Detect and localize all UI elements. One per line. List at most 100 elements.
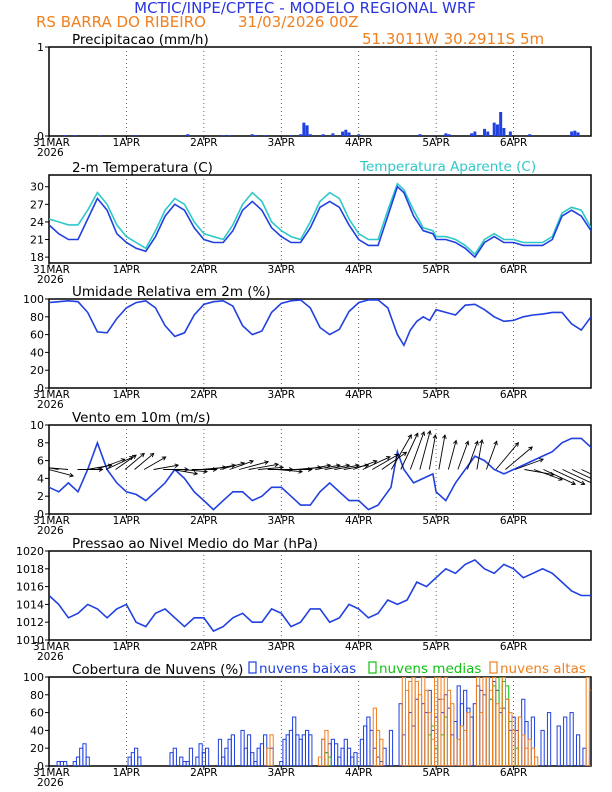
wind-vector	[390, 434, 412, 470]
x-tick-label: 4APR	[345, 641, 373, 653]
cloud-bar	[353, 752, 358, 766]
cloud-bar	[511, 729, 516, 766]
wind-vector	[457, 441, 469, 470]
x-tick-label: 2APR	[190, 515, 218, 527]
wind-vector	[258, 466, 284, 470]
cloud-bar	[534, 756, 539, 766]
wind-vector	[305, 464, 331, 470]
plot-area	[49, 299, 591, 348]
wind-arrowhead	[132, 454, 137, 459]
precip-bar	[492, 122, 496, 136]
panel-1: 31MAR 1APR 2APR 3APR 4APR 5APR 6APR 2026 0 1 Preci…	[33, 32, 592, 159]
precip-bar	[99, 135, 103, 136]
cloud-bar	[246, 734, 252, 766]
precip-bar	[486, 131, 490, 136]
series-line	[49, 437, 591, 511]
x-year-label: 2026	[37, 651, 64, 663]
wind-vector	[143, 456, 166, 470]
panel-frame	[48, 424, 592, 515]
x-tick-label: 6APR	[500, 137, 528, 149]
series-line	[49, 185, 591, 259]
y-tick-label: 6	[37, 455, 44, 468]
x-tick-label: 3APR	[268, 641, 296, 653]
plot-area	[56, 677, 591, 766]
legend-label: nuvens medias	[379, 661, 481, 677]
wind-vector	[182, 469, 208, 473]
wind-arrowhead	[149, 452, 155, 458]
x-tick-label: 31MAR	[33, 264, 70, 276]
wind-vector	[571, 469, 591, 479]
wind-vector	[562, 469, 591, 484]
precip-bar	[573, 130, 577, 136]
y-tick-label: 1020	[16, 545, 44, 558]
legend-swatch	[489, 661, 498, 674]
cloud-bar	[450, 703, 455, 766]
cloud-bar	[269, 734, 274, 766]
precip-bar	[470, 133, 474, 136]
cloud-bar	[217, 738, 223, 766]
precip-bar	[473, 131, 477, 136]
cloud-bar	[172, 747, 177, 766]
y-tick-label: 1016	[16, 581, 44, 594]
x-tick-label: 6APR	[500, 389, 528, 401]
wind-vector	[552, 469, 585, 485]
precip-bar	[495, 124, 499, 136]
precip-bar	[134, 135, 138, 136]
wind-vector	[581, 469, 591, 475]
x-tick-label: 2APR	[190, 264, 218, 276]
x-tick-label: 2APR	[190, 137, 218, 149]
x-tick-label: 3APR	[268, 767, 296, 779]
wind-arrowhead	[595, 483, 599, 486]
precip-bar	[308, 134, 312, 136]
y-tick-label: 40	[30, 346, 44, 359]
panel-frame	[48, 550, 592, 641]
series-line	[49, 558, 591, 633]
wind-arrowhead	[298, 469, 304, 474]
wind-vector	[324, 464, 350, 470]
x-tick-label: 1APR	[113, 264, 141, 276]
cloud-bar	[569, 712, 574, 766]
wind-arrowhead	[249, 459, 255, 465]
cloud-bar	[546, 712, 552, 766]
wind-vector	[476, 439, 483, 470]
panel-title: 2-m Temperatura (C)	[72, 160, 213, 176]
cloud-bar	[466, 712, 471, 766]
precip-bar	[250, 134, 254, 136]
legend-label: nuvens altas	[500, 661, 586, 677]
y-tick-label: 80	[30, 311, 44, 324]
wind-vector	[105, 456, 134, 470]
wind-vector	[372, 454, 399, 470]
x-tick-label: 31MAR	[33, 389, 70, 401]
plot-area	[49, 429, 599, 511]
x-tick-label: 31MAR	[33, 515, 70, 527]
precip-bar	[576, 132, 580, 136]
wind-vector	[466, 441, 479, 470]
x-year-label: 2026	[37, 399, 64, 411]
x-tick-label: 5APR	[422, 264, 450, 276]
y-tick-label: 80	[30, 689, 44, 702]
panel-frame	[48, 46, 592, 137]
wind-arrowhead	[264, 460, 270, 465]
series-line	[49, 299, 591, 348]
y-tick-label: 0	[37, 382, 44, 395]
y-tick-label: 20	[30, 364, 44, 377]
precip-bar	[502, 127, 506, 136]
wind-vector	[115, 454, 137, 470]
precip-bar	[302, 122, 306, 136]
x-tick-label: 1APR	[113, 767, 141, 779]
panel-title: Cobertura de Nuvens (%)	[72, 662, 243, 678]
wind-arrowhead	[394, 454, 400, 459]
x-tick-label: 6APR	[500, 264, 528, 276]
wind-arrowhead	[364, 463, 370, 469]
x-tick-label: 5APR	[422, 515, 450, 527]
wind-vector	[172, 469, 198, 475]
wind-arrowhead	[432, 434, 438, 439]
wind-vector	[315, 464, 340, 470]
y-tick-label: 2	[37, 490, 44, 503]
y-tick-label: 0	[37, 130, 44, 143]
x-tick-label: 2APR	[190, 767, 218, 779]
wind-vector	[409, 431, 425, 470]
y-tick-label: 1012	[16, 616, 44, 629]
wind-arrowhead	[402, 451, 408, 457]
cloud-bar	[250, 752, 255, 766]
